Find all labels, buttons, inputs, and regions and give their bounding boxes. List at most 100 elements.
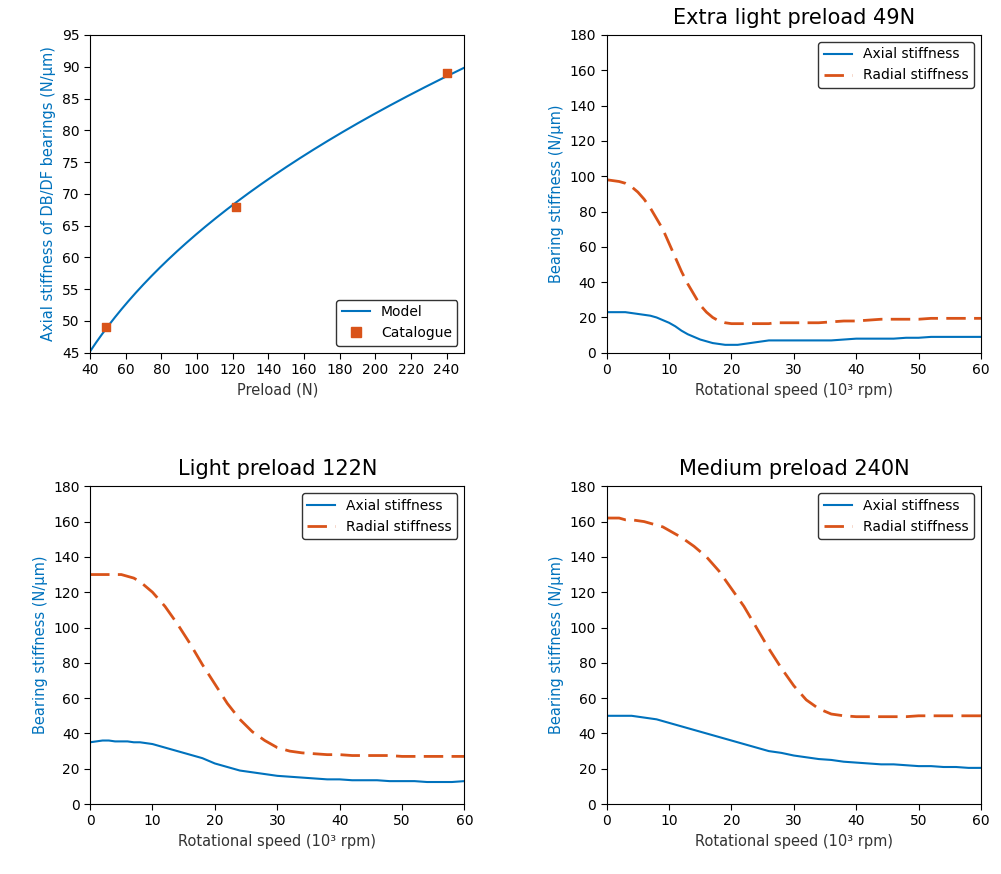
Legend: Axial stiffness, Radial stiffness: Axial stiffness, Radial stiffness <box>819 493 974 539</box>
Axial stiffness <box>813 753 825 764</box>
Axial stiffness <box>283 772 295 782</box>
Radial stiffness <box>663 238 675 248</box>
Axial stiffness <box>626 308 638 318</box>
Radial stiffness <box>620 178 632 189</box>
Axial stiffness <box>763 746 775 756</box>
Axial stiffness <box>975 331 987 342</box>
Radial stiffness <box>719 317 731 328</box>
Line: Radial stiffness: Radial stiffness <box>90 574 464 756</box>
Radial stiffness <box>726 318 738 329</box>
Axial stiffness <box>196 753 208 763</box>
Radial stiffness <box>850 316 862 326</box>
Radial stiffness <box>607 176 619 186</box>
Axial stiffness <box>632 309 644 319</box>
Axial stiffness <box>663 317 675 328</box>
Radial stiffness <box>688 541 700 551</box>
Axial stiffness <box>925 331 937 342</box>
Axial stiffness <box>800 752 812 762</box>
Radial stiffness <box>103 569 115 579</box>
Y-axis label: Bearing stiffness (N/μm): Bearing stiffness (N/μm) <box>550 105 565 283</box>
Axial stiffness <box>445 777 457 787</box>
Radial stiffness <box>308 748 320 759</box>
Radial stiffness <box>813 317 825 328</box>
Axial stiffness <box>788 750 800 760</box>
Radial stiffness <box>196 659 208 669</box>
Radial stiffness <box>632 187 644 198</box>
Axial stiffness <box>726 340 738 350</box>
X-axis label: Rotational speed (10³ rpm): Rotational speed (10³ rpm) <box>695 834 893 849</box>
Axial stiffness <box>676 721 688 732</box>
Y-axis label: Bearing stiffness (N/μm): Bearing stiffness (N/μm) <box>33 556 48 734</box>
Axial stiffness <box>308 773 320 784</box>
Axial stiffness <box>246 767 258 778</box>
Axial stiffness <box>782 335 794 345</box>
Axial stiffness <box>875 333 887 343</box>
Radial stiffness <box>614 513 626 524</box>
Radial stiffness <box>726 584 738 594</box>
Axial stiffness <box>925 761 937 772</box>
Legend: Axial stiffness, Radial stiffness: Axial stiffness, Radial stiffness <box>819 42 974 88</box>
Point <box>228 199 244 213</box>
Radial stiffness <box>925 313 937 323</box>
Radial stiffness <box>701 551 713 562</box>
Radial stiffness <box>670 253 682 263</box>
Radial stiffness <box>638 517 650 527</box>
Axial stiffness <box>850 758 862 768</box>
Axial stiffness <box>825 754 837 765</box>
Axial stiffness <box>707 338 719 349</box>
Axial stiffness <box>458 776 470 787</box>
Radial stiffness <box>645 203 657 213</box>
Axial stiffness <box>751 337 763 348</box>
Y-axis label: Bearing stiffness (N/μm): Bearing stiffness (N/μm) <box>550 556 565 734</box>
Radial stiffness <box>333 749 345 760</box>
Point <box>98 321 114 335</box>
Radial stiffness <box>626 182 638 192</box>
Radial stiffness <box>788 681 800 691</box>
Axial stiffness <box>614 711 626 721</box>
Radial stiffness <box>738 601 750 612</box>
Axial stiffness <box>800 335 812 345</box>
Axial stiffness <box>620 307 632 317</box>
Radial stiffness <box>863 711 875 722</box>
Radial stiffness <box>963 313 975 323</box>
Radial stiffness <box>408 751 420 761</box>
Radial stiffness <box>744 318 756 329</box>
Radial stiffness <box>90 569 102 579</box>
Axial stiffness <box>632 711 644 722</box>
Axial stiffness <box>726 735 738 746</box>
Radial stiffness <box>140 582 152 593</box>
Axial stiffness <box>121 736 133 746</box>
Radial stiffness <box>776 662 788 673</box>
Radial stiffness <box>838 711 850 721</box>
Y-axis label: Axial stiffness of DB/DF bearings (N/μm): Axial stiffness of DB/DF bearings (N/μm) <box>41 46 56 342</box>
Axial stiffness <box>234 766 246 776</box>
Axial stiffness <box>763 335 775 345</box>
Radial stiffness <box>751 318 763 329</box>
Title: Medium preload 240N: Medium preload 240N <box>679 459 909 479</box>
Radial stiffness <box>701 307 713 317</box>
Radial stiffness <box>663 525 675 536</box>
Axial stiffness <box>140 738 152 748</box>
Line: Axial stiffness: Axial stiffness <box>607 312 981 345</box>
Axial stiffness <box>638 309 650 320</box>
X-axis label: Rotational speed (10³ rpm): Rotational speed (10³ rpm) <box>178 834 376 849</box>
Radial stiffness <box>657 224 669 234</box>
Line: Axial stiffness: Axial stiffness <box>90 740 464 782</box>
Axial stiffness <box>913 761 925 772</box>
Axial stiffness <box>159 742 171 753</box>
Radial stiffness <box>900 314 912 324</box>
Radial stiffness <box>271 742 283 753</box>
Axial stiffness <box>259 769 271 780</box>
Radial stiffness <box>433 751 445 761</box>
Axial stiffness <box>607 307 619 317</box>
Radial stiffness <box>713 565 725 576</box>
Radial stiffness <box>184 638 196 649</box>
X-axis label: Preload (N): Preload (N) <box>236 383 318 398</box>
Radial stiffness <box>657 522 669 532</box>
Axial stiffness <box>713 732 725 742</box>
Radial stiffness <box>651 213 663 224</box>
Radial stiffness <box>601 175 613 185</box>
Radial stiffness <box>850 711 862 722</box>
Axial stiffness <box>938 762 950 773</box>
Axial stiffness <box>321 774 333 785</box>
